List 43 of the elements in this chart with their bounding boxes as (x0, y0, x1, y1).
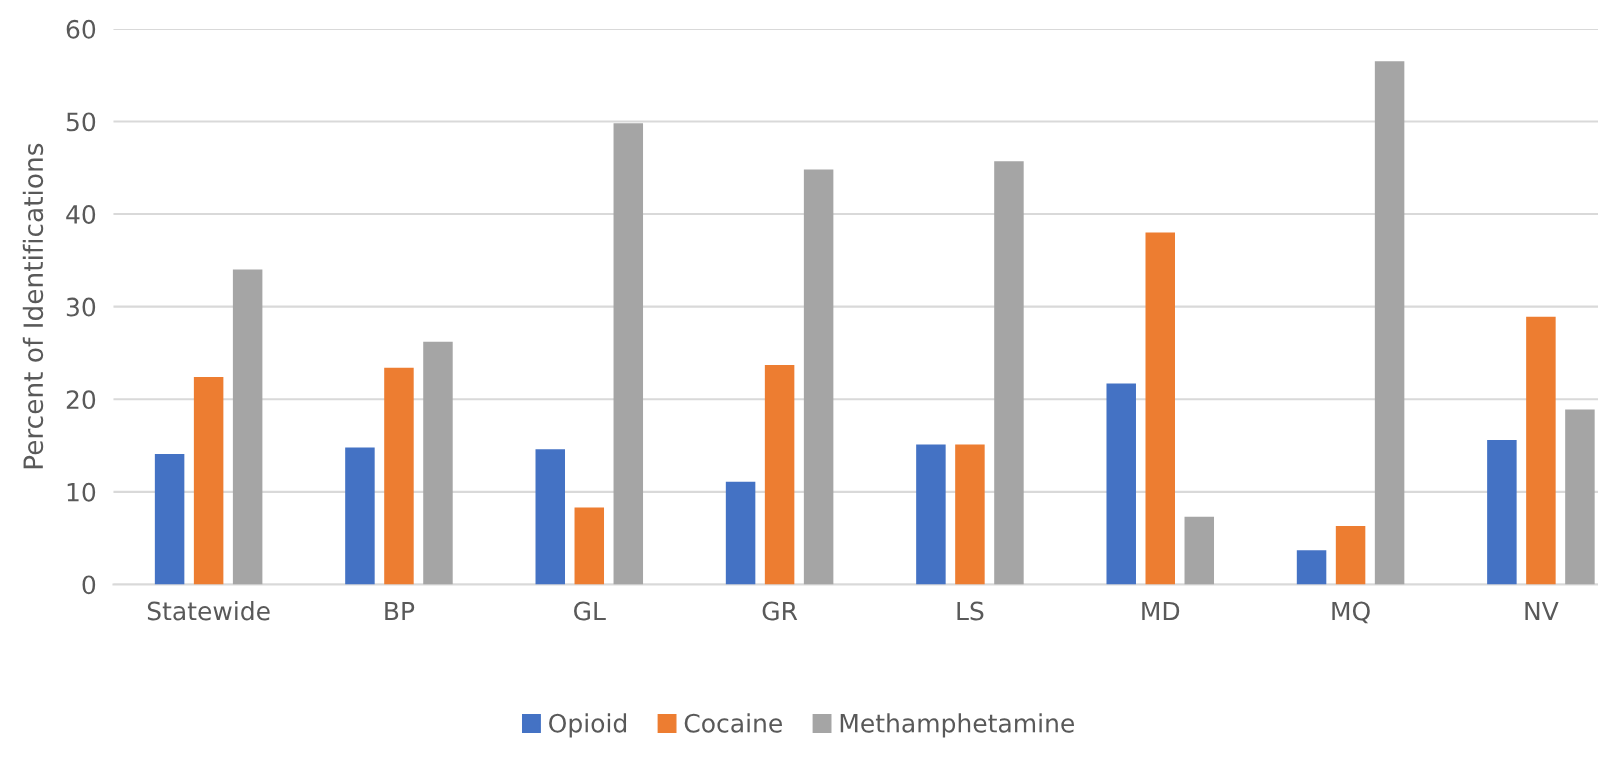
x-tick-label: MQ (1332, 601, 1370, 624)
y-tick-label: 50 (66, 112, 96, 132)
bar (345, 447, 375, 585)
bar (193, 377, 224, 585)
bar (1526, 316, 1556, 585)
y-tick-label: 0 (82, 575, 96, 595)
bar (1106, 383, 1136, 585)
x-tick-label: NV (1525, 601, 1559, 621)
bar (1335, 526, 1366, 585)
bar (803, 169, 834, 585)
bar (1296, 550, 1327, 585)
x-tick-label: LS (957, 601, 984, 621)
legend-label: Methamphetamine (840, 713, 1074, 738)
bar (232, 269, 263, 585)
y-tick-label: 60 (66, 19, 96, 39)
y-tick-label: 40 (66, 205, 96, 224)
bar (955, 444, 985, 585)
bar (1565, 409, 1595, 585)
bar (535, 449, 566, 585)
bar (384, 367, 414, 585)
bar (1374, 61, 1405, 585)
bar (916, 444, 946, 585)
x-tick-label: GL (574, 601, 606, 621)
bar (613, 123, 644, 585)
bar (764, 364, 795, 585)
y-tick-label: 20 (66, 390, 96, 410)
x-tick-label: GR (762, 601, 798, 621)
y-axis-title: Percent of Identifications (22, 143, 44, 469)
bar (1184, 516, 1215, 585)
legend-label: Cocaine (684, 713, 782, 733)
legend-label: Opioid (549, 713, 627, 738)
y-tick-label: 10 (67, 482, 96, 502)
bar (1145, 232, 1175, 585)
bar (423, 341, 453, 585)
bar (154, 453, 185, 585)
bar (725, 481, 756, 585)
x-tick-label: MD (1142, 601, 1180, 621)
bar (1487, 439, 1517, 585)
bar (994, 161, 1024, 585)
bar (574, 507, 605, 585)
x-tick-label: Statewide (147, 601, 270, 621)
x-tick-label: BP (385, 601, 415, 621)
y-tick-label: 30 (66, 297, 96, 317)
